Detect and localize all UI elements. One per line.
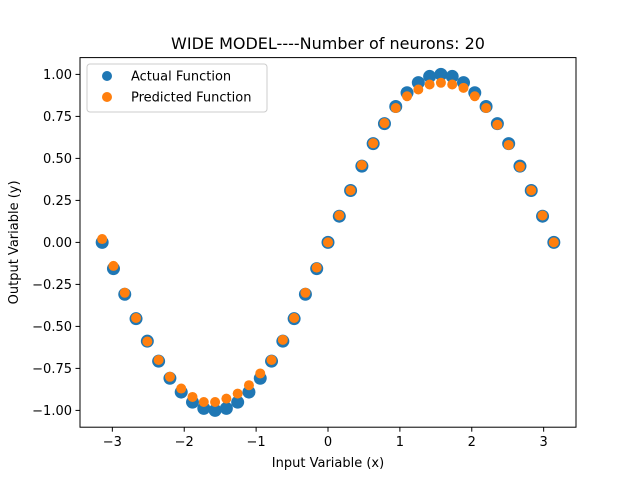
y-axis-label: Output Variable (y) bbox=[7, 180, 22, 304]
data-point bbox=[153, 355, 164, 365]
x-tick-label: −3 bbox=[103, 435, 122, 450]
data-point bbox=[379, 118, 390, 129]
data-point bbox=[97, 234, 108, 245]
y-tick-label: −0.75 bbox=[32, 362, 72, 377]
y-tick-label: −0.50 bbox=[32, 320, 72, 335]
x-tick-label: −2 bbox=[175, 435, 194, 450]
y-tick-label: −0.25 bbox=[32, 278, 72, 293]
data-point bbox=[413, 84, 424, 95]
data-point bbox=[142, 336, 153, 347]
x-tick-label: −1 bbox=[247, 435, 266, 450]
x-tick-label: 3 bbox=[540, 435, 548, 450]
data-point bbox=[537, 210, 548, 221]
y-tick-label: −1.00 bbox=[32, 404, 72, 419]
data-point bbox=[458, 82, 469, 93]
data-point bbox=[469, 91, 480, 102]
data-point bbox=[447, 79, 458, 90]
data-point bbox=[345, 185, 356, 196]
data-point bbox=[402, 91, 413, 102]
data-point bbox=[311, 262, 322, 273]
data-point bbox=[232, 388, 243, 399]
data-point bbox=[198, 397, 209, 407]
data-point bbox=[243, 380, 254, 391]
x-tick-label: 2 bbox=[468, 435, 476, 450]
y-tick-label: 0.75 bbox=[43, 110, 72, 125]
legend-marker-predicted bbox=[102, 92, 112, 102]
data-point bbox=[108, 260, 119, 271]
data-point bbox=[526, 185, 537, 196]
data-point bbox=[289, 313, 300, 323]
legend-box bbox=[86, 63, 268, 113]
plot-frame bbox=[79, 57, 577, 428]
data-point bbox=[255, 368, 266, 379]
data-point bbox=[514, 161, 525, 172]
y-tick-label: 0.25 bbox=[43, 194, 72, 209]
y-tick-label: 0.50 bbox=[43, 152, 72, 167]
chart-title: WIDE MODEL----Number of neurons: 20 bbox=[171, 34, 485, 53]
y-tick-label: 0.00 bbox=[43, 236, 72, 251]
data-point bbox=[481, 103, 492, 113]
legend-marker-actual bbox=[102, 71, 112, 81]
data-point bbox=[423, 69, 437, 83]
data-point bbox=[208, 403, 222, 417]
y-tick-label: 1.00 bbox=[43, 68, 72, 83]
x-tick-label: 0 bbox=[324, 435, 332, 450]
data-point bbox=[356, 160, 367, 171]
x-axis-ticks: −3 −2 −1 0 1 2 3 bbox=[103, 427, 548, 450]
data-point bbox=[210, 397, 221, 407]
legend: Actual Function Predicted Function bbox=[86, 63, 268, 113]
x-axis-label: Input Variable (x) bbox=[272, 456, 384, 471]
data-point bbox=[231, 395, 245, 409]
data-point bbox=[187, 391, 198, 402]
data-point bbox=[221, 393, 232, 404]
data-point bbox=[164, 371, 175, 382]
data-point bbox=[176, 383, 187, 394]
data-point bbox=[219, 401, 233, 415]
series-predicted bbox=[97, 77, 559, 407]
data-point bbox=[266, 355, 277, 365]
data-point bbox=[435, 77, 446, 88]
data-point bbox=[300, 287, 311, 298]
data-point bbox=[424, 79, 435, 90]
data-point bbox=[548, 237, 559, 248]
y-axis-ticks: −1.00 −0.75 −0.50 −0.25 0.00 0.25 0.50 0.75 1.00 bbox=[32, 68, 80, 419]
data-point bbox=[503, 139, 514, 150]
data-point bbox=[131, 313, 142, 323]
data-point bbox=[334, 210, 345, 221]
data-point bbox=[323, 237, 333, 248]
plot-area bbox=[95, 67, 561, 417]
data-point bbox=[119, 287, 130, 298]
x-tick-label: 1 bbox=[396, 435, 404, 450]
data-point bbox=[368, 138, 379, 149]
legend-label-actual: Actual Function bbox=[131, 70, 231, 85]
data-point bbox=[390, 103, 401, 113]
legend-label-predicted: Predicted Function bbox=[131, 91, 251, 106]
data-point bbox=[277, 334, 288, 345]
data-point bbox=[492, 119, 503, 130]
data-point bbox=[445, 69, 459, 83]
data-point bbox=[434, 67, 448, 81]
